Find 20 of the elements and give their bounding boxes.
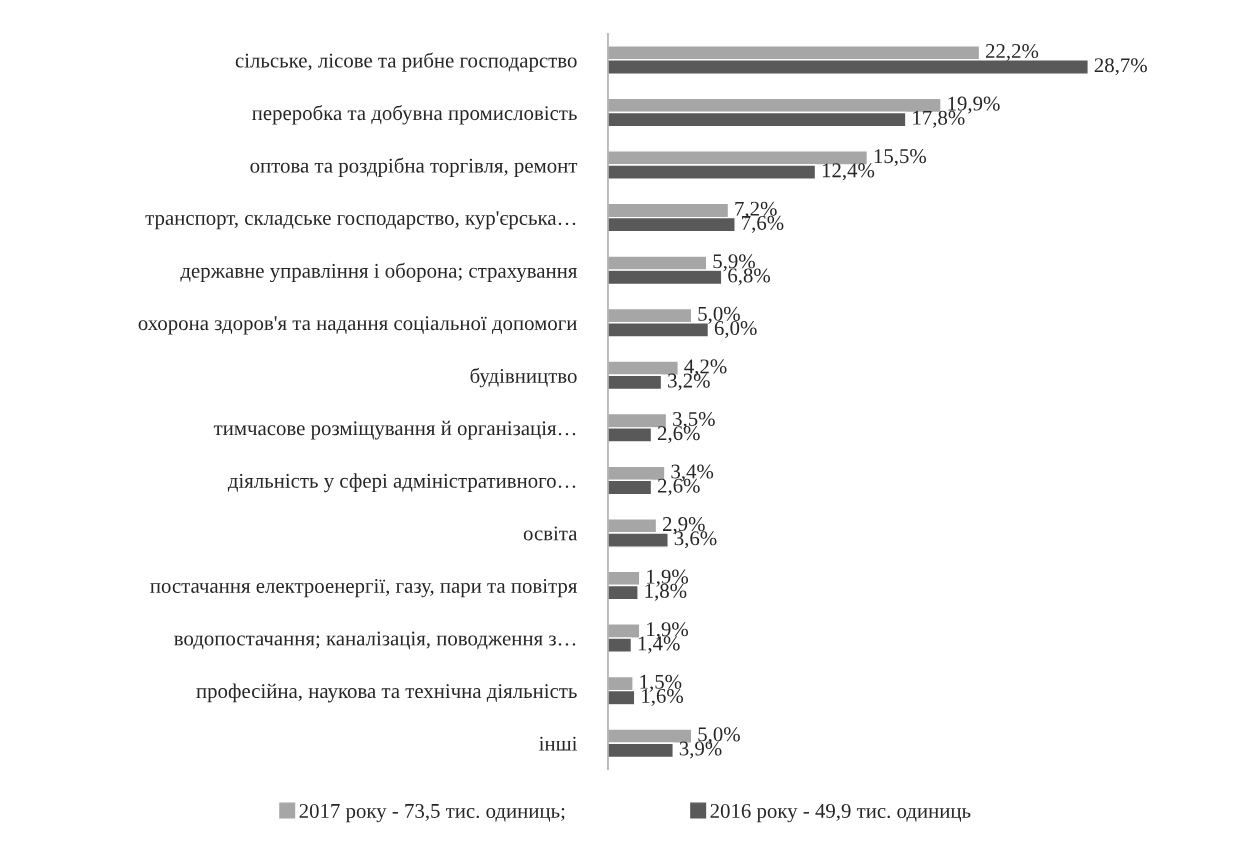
y-tick-label: будівництво	[470, 367, 577, 388]
y-tick-label: водопостачання; каналізація, поводження з…	[174, 631, 576, 650]
y-tick-label: освіта	[523, 526, 578, 541]
data-label: 28,7%	[1094, 58, 1147, 76]
y-tick-label: державне управління і оборона; страхування	[180, 262, 578, 283]
y-tick-label: тимчасове розміщування й організація…	[213, 420, 576, 440]
y-tick-label: професійна, наукова та технічна діяльність	[196, 683, 577, 703]
y-tick-label: сільське, лісове та рибне господарство	[235, 52, 577, 72]
y-tick-label: транспорт, складське господарство, кур'єрська…	[145, 211, 576, 230]
legend-label: 2017 року - 73,5 тис. одиниць;	[299, 803, 565, 823]
y-tick-label: діяльність у сфері адміністративного…	[227, 473, 576, 493]
y-tick-label: оптова та роздрібна торгівля, ремонт	[250, 157, 578, 177]
legend-label: 2016 року - 49,9 тис. одиниць	[710, 803, 971, 823]
y-tick-label: переробка та добувна промисловість	[252, 105, 577, 125]
data-label: 15,5%	[874, 149, 927, 167]
data-label: 12,4%	[822, 163, 875, 181]
y-tick-label: охорона здоров'я та надання соціальної допомоги	[138, 316, 577, 335]
y-tick-label: постачання електроенергії, газу, пари та повітря	[150, 578, 578, 598]
y-tick-label: інші	[539, 736, 578, 751]
data-label: 22,2%	[985, 43, 1039, 62]
